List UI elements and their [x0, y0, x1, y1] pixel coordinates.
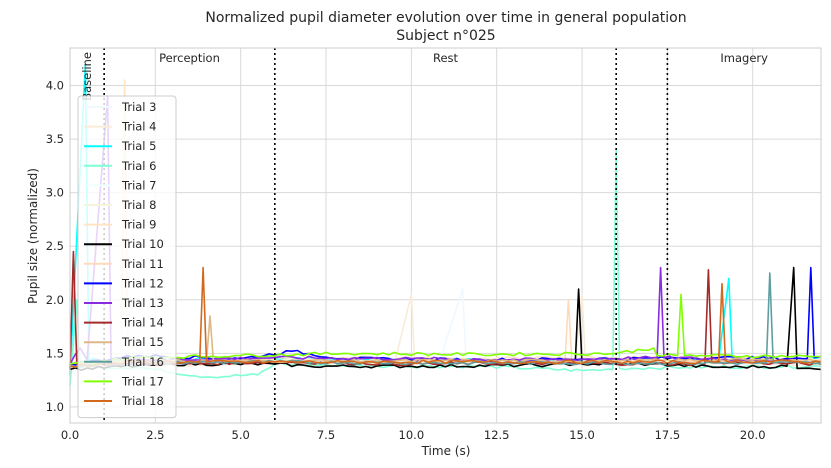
legend-entry: Trial 17: [121, 374, 164, 388]
phase-label: Rest: [433, 51, 459, 65]
y-tick-label: 4.0: [46, 79, 64, 93]
legend-entry: Trial 9: [121, 218, 156, 232]
legend-entry: Trial 15: [121, 335, 164, 349]
legend-entry: Trial 6: [121, 159, 156, 173]
chart-subtitle: Subject n°025: [396, 28, 495, 44]
legend-entry: Trial 7: [121, 178, 156, 192]
phase-label: Baseline: [80, 52, 94, 101]
y-axis-label: Pupil size (normalized): [26, 168, 40, 304]
x-tick-label: 15.0: [569, 428, 595, 442]
y-tick-label: 3.5: [46, 132, 64, 146]
series-line-16: [69, 266, 822, 368]
y-tick-label: 1.5: [46, 346, 64, 360]
x-ticks: 0.0 2.5 5.0 7.5 10.0 12.5 15.0 17.5 20.0: [61, 428, 766, 442]
x-tick-label: 7.5: [317, 428, 335, 442]
x-tick-label: 17.5: [655, 428, 681, 442]
legend-entry: Trial 4: [121, 120, 156, 134]
x-axis-label: Time (s): [421, 444, 471, 458]
legend-entry: Trial 11: [121, 257, 164, 271]
phase-label: Perception: [159, 51, 220, 65]
legend-entry: Trial 12: [121, 276, 164, 290]
x-tick-label: 2.5: [146, 428, 164, 442]
series-line-15: [69, 293, 822, 365]
series-line-8: [69, 266, 822, 372]
legend-entry: Trial 5: [121, 139, 156, 153]
legend-entry: Trial 10: [121, 237, 164, 251]
phase-label: Imagery: [720, 51, 768, 65]
legend-entry: Trial 16: [121, 355, 164, 369]
legend-entry: Trial 13: [121, 296, 164, 310]
x-tick-label: 12.5: [484, 428, 510, 442]
legend-entry: Trial 14: [121, 316, 164, 330]
plot-frame: [69, 47, 822, 424]
y-tick-label: 2.5: [46, 239, 64, 253]
legend-entry: Trial 8: [121, 198, 156, 212]
y-tick-label: 3.0: [46, 186, 64, 200]
legend: Trial 3 Trial 4 Trial 5 Trial 6 Trial 7 Trial…: [77, 95, 177, 419]
x-tick-label: 0.0: [61, 428, 79, 442]
x-tick-label: 20.0: [740, 428, 766, 442]
series-layer: [69, 63, 822, 386]
phase-layer: Baseline Perception Rest Imagery: [80, 48, 768, 423]
chart-title: Normalized pupil diameter evolution over…: [205, 10, 686, 26]
legend-entry: Trial 3: [121, 100, 156, 114]
legend-box: [77, 95, 177, 419]
x-tick-label: 5.0: [232, 428, 250, 442]
y-tick-label: 1.0: [46, 400, 64, 414]
y-tick-label: 2.0: [46, 293, 64, 307]
grid: [69, 48, 821, 423]
y-ticks: 1.0 1.5 2.0 2.5 3.0 3.5 4.0: [46, 79, 64, 414]
legend-entry: Trial 18: [121, 394, 164, 408]
x-tick-label: 10.0: [399, 428, 425, 442]
